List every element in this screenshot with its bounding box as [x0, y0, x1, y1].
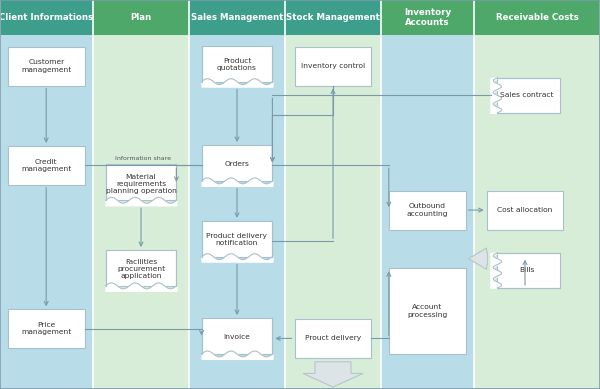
FancyBboxPatch shape — [202, 318, 272, 354]
Text: Product delivery
notification: Product delivery notification — [206, 233, 268, 247]
Bar — [93, 0, 189, 35]
Bar — [381, 0, 474, 35]
Text: Material
requirements
planning operation: Material requirements planning operation — [106, 173, 176, 194]
Text: Bills: Bills — [520, 267, 535, 273]
Text: Outbound
accounting: Outbound accounting — [406, 203, 448, 217]
Bar — [474, 0, 600, 35]
Text: Stock Management: Stock Management — [286, 13, 380, 22]
Text: Information share: Information share — [115, 156, 171, 161]
Bar — [0, 35, 93, 389]
Text: Account
processing: Account processing — [407, 305, 448, 318]
Bar — [189, 35, 285, 389]
Text: Inventory
Accounts: Inventory Accounts — [404, 8, 451, 27]
FancyBboxPatch shape — [202, 46, 272, 82]
FancyBboxPatch shape — [8, 47, 85, 86]
FancyBboxPatch shape — [497, 78, 560, 113]
FancyBboxPatch shape — [389, 191, 466, 230]
FancyBboxPatch shape — [8, 309, 85, 348]
Text: Cost allocation: Cost allocation — [497, 207, 553, 213]
Bar — [381, 35, 474, 389]
FancyBboxPatch shape — [295, 319, 371, 358]
FancyBboxPatch shape — [497, 253, 560, 288]
Text: Credit
management: Credit management — [21, 159, 71, 172]
Text: Inventory control: Inventory control — [301, 63, 365, 69]
FancyBboxPatch shape — [295, 47, 371, 86]
Bar — [0, 0, 93, 35]
Text: Sales Management: Sales Management — [191, 13, 283, 22]
Bar — [474, 35, 600, 389]
Text: Sales contract: Sales contract — [500, 92, 554, 98]
Text: Plan: Plan — [130, 13, 152, 22]
Text: Receivable Costs: Receivable Costs — [496, 13, 578, 22]
Bar — [285, 0, 381, 35]
FancyBboxPatch shape — [389, 268, 466, 354]
Polygon shape — [469, 248, 487, 270]
Text: Facilities
procurement
application: Facilities procurement application — [117, 259, 165, 279]
Text: Price
management: Price management — [21, 322, 71, 335]
FancyBboxPatch shape — [8, 146, 85, 185]
Text: Product
quotations: Product quotations — [217, 58, 257, 72]
Polygon shape — [303, 362, 363, 387]
Bar — [93, 35, 189, 389]
Text: Orders: Orders — [224, 161, 250, 167]
FancyBboxPatch shape — [106, 250, 176, 286]
FancyBboxPatch shape — [487, 191, 563, 230]
Bar — [285, 35, 381, 389]
FancyBboxPatch shape — [202, 221, 272, 257]
Text: Customer
management: Customer management — [21, 60, 71, 73]
Bar — [189, 0, 285, 35]
Text: Prouct delivery: Prouct delivery — [305, 335, 361, 342]
FancyBboxPatch shape — [106, 164, 176, 200]
Text: Invoice: Invoice — [224, 334, 250, 340]
Text: Client Informations: Client Informations — [0, 13, 94, 22]
FancyBboxPatch shape — [202, 145, 272, 181]
